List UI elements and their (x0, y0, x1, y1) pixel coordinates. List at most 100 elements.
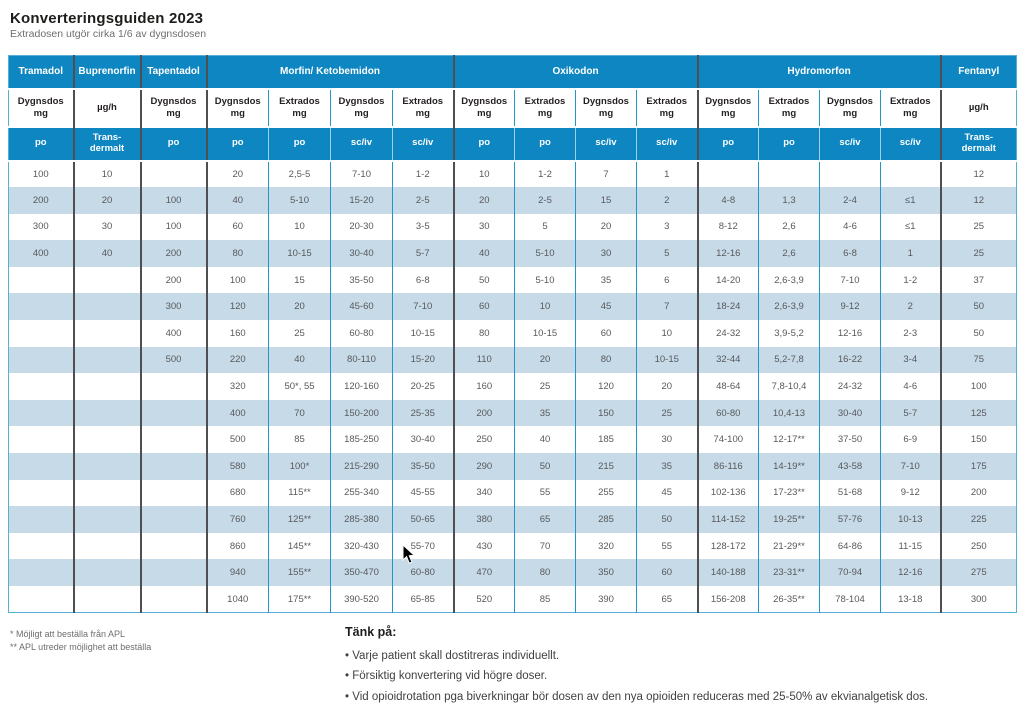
dose-cell: 150 (939, 426, 1017, 454)
dose-cell: 70 (268, 399, 331, 427)
dose-cell (72, 506, 141, 533)
dose-cell: 100 (939, 373, 1017, 400)
route-header: po (696, 125, 759, 162)
group-header-hydromorfon: Hydromorfon (696, 55, 941, 90)
unit-header: µg/h (939, 88, 1017, 127)
dose-cell: 19-25** (758, 506, 820, 533)
dose-cell (8, 506, 74, 533)
dose-cell (72, 373, 141, 400)
dose-cell: 20 (72, 187, 141, 214)
dose-cell: 156-208 (696, 586, 759, 613)
dose-cell: 40 (205, 187, 269, 214)
dose-cell (696, 160, 759, 188)
dose-cell: 37-50 (819, 426, 881, 454)
dose-cell (8, 373, 74, 400)
dose-cell: 18-24 (696, 293, 759, 321)
group-header-oxikodon: Oxikodon (452, 55, 698, 90)
dose-cell: 40 (452, 240, 515, 267)
dose-cell: 8-12 (696, 213, 759, 241)
dose-cell: 35 (575, 266, 637, 294)
dose-cell (139, 453, 207, 480)
dose-cell: 100 (139, 187, 207, 214)
group-header-tramadol: Tramadol (8, 55, 74, 90)
dose-cell (8, 453, 74, 480)
dose-cell: 5 (514, 213, 576, 241)
dose-cell: 2 (879, 293, 941, 321)
route-header: sc/iv (819, 125, 881, 162)
dose-cell: 380 (452, 506, 515, 533)
dose-cell: 430 (452, 532, 515, 560)
dose-cell: 320 (205, 373, 269, 400)
dose-cell: 64-86 (819, 532, 881, 560)
dose-cell: 20 (268, 293, 331, 321)
dose-cell: 60 (636, 559, 698, 586)
dose-cell: 2-5 (514, 187, 576, 214)
dose-cell: 65 (636, 586, 698, 613)
dose-cell: 45-55 (392, 479, 454, 507)
dose-cell: 500 (139, 346, 207, 374)
route-header: sc/iv (330, 125, 393, 162)
dose-cell: 55-70 (392, 532, 454, 560)
dose-cell: 275 (939, 559, 1017, 586)
dose-cell: 15 (575, 187, 637, 214)
unit-header: Extrados mg (879, 88, 941, 127)
dose-cell: 60 (205, 213, 269, 241)
dose-cell: 350-470 (330, 559, 393, 586)
table-row: 500 85 185-250 30-40 250 40 185 30 74-100 12-17**… (8, 426, 1017, 454)
dose-cell: 30-40 (819, 399, 881, 427)
dose-cell: 255 (575, 479, 637, 507)
dose-cell: 125 (939, 399, 1017, 427)
dose-cell: 17-23** (758, 479, 820, 507)
notes-block: Tänk på: Varje patient skall dostitreras… (345, 625, 1005, 707)
dose-cell: 15 (268, 266, 331, 294)
dose-cell: 50-65 (392, 506, 454, 533)
dose-cell: 2 (636, 187, 698, 214)
dose-cell: 55 (636, 532, 698, 560)
route-header: sc/iv (392, 125, 454, 162)
dose-cell (8, 266, 74, 294)
dose-cell: 20-30 (330, 213, 393, 241)
dose-cell: 200 (939, 479, 1017, 507)
dose-cell: 340 (452, 479, 515, 507)
dose-cell: 350 (575, 559, 637, 586)
dose-cell: 10-15 (636, 346, 698, 374)
dose-cell: 70 (514, 532, 576, 560)
note-bullet: Vid opioidrotation pga biverkningar bör … (345, 687, 1005, 707)
dose-cell: 2-5 (392, 187, 454, 214)
dose-cell: 5-7 (392, 240, 454, 267)
dose-cell: 580 (205, 453, 269, 480)
group-header-tapentadol: Tapentadol (139, 55, 207, 90)
dose-cell: 57-76 (819, 506, 881, 533)
notes-heading: Tänk på: (345, 625, 397, 639)
dose-cell: 10-15 (514, 320, 576, 347)
dose-cell: 60 (452, 293, 515, 321)
dose-cell: 3-5 (392, 213, 454, 241)
dose-cell (879, 160, 941, 188)
table-row: 860 145** 320-430 55-70 430 70 320 55 128-172 21-… (8, 532, 1017, 560)
dose-cell: 80-110 (330, 346, 393, 374)
dose-cell: 70-94 (819, 559, 881, 586)
dose-cell: 9-12 (819, 293, 881, 321)
dose-cell: 140-188 (696, 559, 759, 586)
dose-cell: 120 (205, 293, 269, 321)
dose-cell: 220 (205, 346, 269, 374)
dose-cell: 80 (514, 559, 576, 586)
dose-cell: 160 (205, 320, 269, 347)
dose-cell: 150-200 (330, 399, 393, 427)
dose-cell: 215-290 (330, 453, 393, 480)
dose-cell: 2,6 (758, 213, 820, 241)
unit-header: Extrados mg (392, 88, 454, 127)
route-header: sc/iv (575, 125, 637, 162)
dose-cell: 175 (939, 453, 1017, 480)
dose-cell: 65 (514, 506, 576, 533)
dose-cell: 225 (939, 506, 1017, 533)
dose-cell: 100 (8, 160, 74, 188)
dose-cell: 30 (452, 213, 515, 241)
dose-cell: 5-10 (514, 240, 576, 267)
dose-cell: 65-85 (392, 586, 454, 613)
dose-cell: 14-19** (758, 453, 820, 480)
unit-header: Dygnsdos mg (205, 88, 269, 127)
dose-cell: 6-8 (819, 240, 881, 267)
route-header: po (268, 125, 331, 162)
dose-cell: 120 (575, 373, 637, 400)
